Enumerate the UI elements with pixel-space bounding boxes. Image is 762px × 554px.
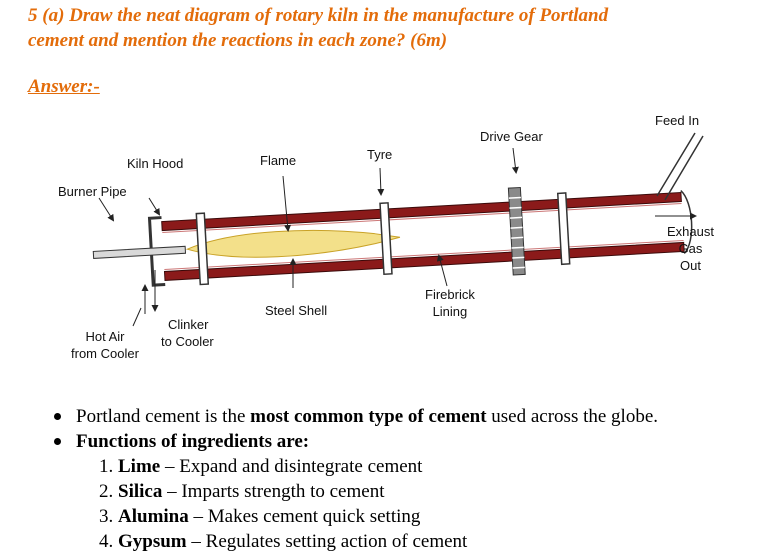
ingredient-item: 4. Gypsum – Regulates setting action of … (99, 529, 467, 554)
ingredient-item: 3. Alumina – Makes cement quick setting (99, 504, 467, 529)
ingredient-desc: – Imparts strength to cement (162, 481, 385, 502)
label-clinker-2: to Cooler (161, 334, 214, 349)
ingredients-list: 1. Lime – Expand and disintegrate cement… (99, 454, 467, 554)
label-exhaust-1: Exhaust (667, 224, 714, 239)
label-flame: Flame (260, 153, 297, 168)
ingredient-item: 1. Lime – Expand and disintegrate cement (99, 454, 467, 479)
label-feed-in: Feed In (655, 113, 700, 128)
drive-gear (507, 186, 526, 276)
ingredient-number: 3. (99, 506, 114, 527)
bullet-dot-icon (54, 438, 61, 445)
ingredient-name: Lime (118, 456, 161, 477)
label-steel-shell: Steel Shell (265, 303, 328, 318)
ingredient-name: Silica (118, 481, 163, 502)
question-line-2: cement and mention the reactions in each… (28, 30, 448, 51)
ingredient-number: 4. (99, 531, 114, 552)
bullet-item-portland: Portland cement is the most common type … (50, 404, 750, 429)
bullet-2-text: Functions of ingredients are: (76, 431, 310, 452)
ingredient-name: Gypsum (118, 531, 187, 552)
label-hot-air-1: Hot Air (85, 329, 125, 344)
label-kiln-hood: Kiln Hood (127, 156, 184, 171)
flame (185, 229, 401, 258)
ingredient-name: Alumina (118, 506, 189, 527)
ingredient-number: 1. (99, 456, 114, 477)
label-drive-gear: Drive Gear (480, 129, 543, 144)
bullet-item-functions: Functions of ingredients are: (50, 429, 750, 454)
feed-chute (656, 132, 704, 201)
ingredient-item: 2. Silica – Imparts strength to cement (99, 479, 467, 504)
tyre-2 (379, 202, 393, 276)
label-burner-pipe: Burner Pipe (58, 184, 127, 199)
label-tyre: Tyre (367, 147, 393, 162)
label-clinker-1: Clinker (168, 317, 209, 332)
label-hot-air: Hot Air from Cooler (71, 328, 139, 362)
kiln-drawing (92, 132, 704, 327)
bullet-dot-icon (54, 413, 61, 420)
label-exhaust-3: Out (680, 258, 701, 273)
kiln-shell-top (161, 192, 682, 232)
ingredient-number: 2. (99, 481, 114, 502)
label-firebrick-1: Firebrick (425, 287, 475, 302)
bullet-1-pre: Portland cement is the (76, 406, 251, 427)
answer-heading: Answer:- (28, 76, 100, 97)
bullet-1-post: used across the globe. (486, 406, 659, 427)
ingredient-desc: – Regulates setting action of cement (186, 531, 468, 552)
label-hot-air-2: from Cooler (71, 346, 139, 361)
kiln-shell-bottom (163, 241, 685, 281)
label-firebrick: Firebrick Lining (425, 286, 475, 320)
tyre-1 (195, 212, 210, 286)
ingredient-desc: – Expand and disintegrate cement (160, 456, 423, 477)
label-firebrick-2: Lining (432, 304, 468, 319)
rotary-kiln-diagram: Feed In Drive Gear Tyre Flame Kiln Hood … (55, 108, 725, 378)
label-exhaust-2: Gas (678, 241, 703, 256)
burner-pipe (92, 245, 187, 259)
tyre-3 (556, 192, 571, 266)
bullet-list: Portland cement is the most common type … (50, 404, 750, 454)
question-line-1: 5 (a) Draw the neat diagram of rotary ki… (28, 5, 609, 26)
bullet-1-bold: most common type of cement (250, 406, 487, 427)
label-clinker: Clinker to Cooler (161, 316, 214, 350)
label-exhaust: Exhaust Gas Out (667, 223, 714, 274)
question-text: 5 (a) Draw the neat diagram of rotary ki… (28, 3, 748, 53)
ingredient-desc: – Makes cement quick setting (188, 506, 421, 527)
